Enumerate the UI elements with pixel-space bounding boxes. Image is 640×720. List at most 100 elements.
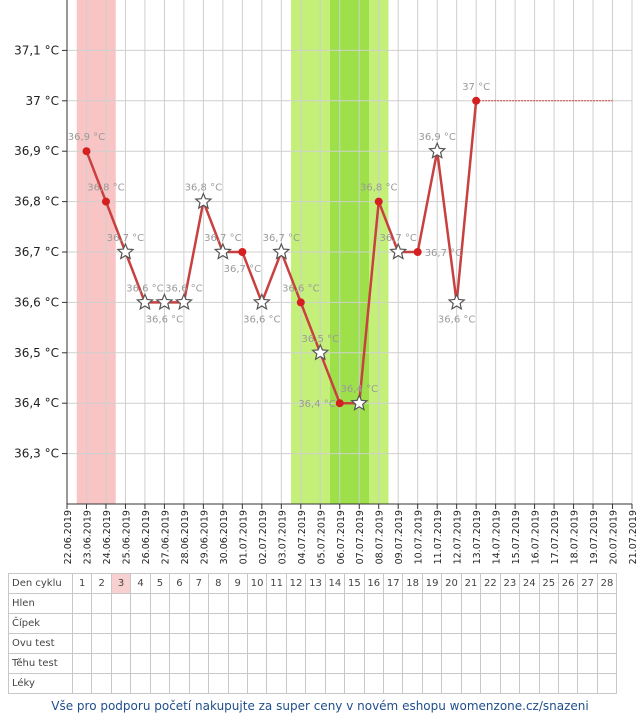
cycle-day-cell: 6 <box>169 573 190 594</box>
cycle-day-cell: 25 <box>538 573 559 594</box>
table-cell <box>305 673 326 694</box>
table-cell <box>460 593 482 614</box>
x-tick-label: 17.07.2019 <box>550 510 561 564</box>
table-cell <box>577 673 598 694</box>
table-cell <box>499 633 521 654</box>
table-row: Den cyklu 1 2 3 4 5 6 7 8 9 10 11 12 13 14 15 16 17 18 19 20… <box>8 573 618 594</box>
table-cell <box>557 653 579 674</box>
cycle-day-cell: 11 <box>266 573 287 594</box>
cycle-day-cell: 14 <box>324 573 346 594</box>
point-label: 36,6 °C <box>165 283 202 294</box>
cycle-day-cell: 13 <box>305 573 326 594</box>
point-label: 36,7 °C <box>263 233 300 244</box>
table-cell <box>169 673 190 694</box>
table-cell <box>71 653 93 674</box>
y-tick-label: 36,4 °C <box>14 396 59 410</box>
table-cell <box>596 593 618 614</box>
table-cell <box>519 593 540 614</box>
table-cell <box>130 653 151 674</box>
table-cell <box>246 673 268 694</box>
table-cell <box>402 633 423 654</box>
table-cell <box>110 593 132 614</box>
point-star-marker <box>135 292 155 311</box>
point-label: 36,4 °C <box>341 384 378 395</box>
table-cell <box>285 653 307 674</box>
x-tick-label: 07.07.2019 <box>355 510 366 564</box>
point-labels: 36,9 °C36,8 °C36,7 °C36,6 °C36,6 °C36,6 … <box>68 82 490 410</box>
table-cell <box>227 673 248 694</box>
table-cell <box>149 613 171 634</box>
table-cell <box>227 593 248 614</box>
table-cell <box>344 613 365 634</box>
promo-footer[interactable]: Vše pro podporu početí nakupujte za supe… <box>51 699 589 713</box>
table-cell <box>169 593 190 614</box>
table-cell <box>421 673 443 694</box>
table-cell <box>441 593 462 614</box>
table-cell <box>324 593 346 614</box>
point-dot-marker <box>374 197 383 206</box>
point-label: 36,5 °C <box>302 334 339 345</box>
table-cell <box>363 593 385 614</box>
x-tick-label: 06.07.2019 <box>336 510 347 564</box>
table-cell <box>441 613 462 634</box>
table-cell <box>538 633 559 654</box>
point-label: 36,9 °C <box>418 132 455 143</box>
cycle-day-cell: 27 <box>577 573 598 594</box>
x-tick-label: 28.06.2019 <box>180 510 191 564</box>
y-tick-label: 37 °C <box>26 94 59 108</box>
table-cell <box>441 653 462 674</box>
table-cell <box>382 653 404 674</box>
table-cell <box>499 593 521 614</box>
table-cell <box>538 673 559 694</box>
point-label: 36,7 °C <box>425 248 462 259</box>
x-tick-label: 26.06.2019 <box>141 510 152 564</box>
x-tick-label: 23.06.2019 <box>82 510 93 564</box>
point-dot-marker <box>335 399 344 408</box>
row-label: Ovu test <box>8 633 73 654</box>
table-cell <box>130 633 151 654</box>
y-tick-label: 37,1 °C <box>14 43 59 57</box>
table-cell <box>149 673 171 694</box>
table-cell <box>130 613 151 634</box>
point-dot-marker <box>238 248 247 256</box>
bbt-chart: 36,3 °C 36,4 °C 36,5 °C 36,6 °C 36,7 °C 36,8 … <box>14 0 639 564</box>
table-cell <box>480 653 501 674</box>
point-dot-marker <box>296 298 305 307</box>
point-star-marker <box>428 141 447 159</box>
table-cell <box>71 613 93 634</box>
table-cell <box>363 673 385 694</box>
table-cell <box>344 593 365 614</box>
cycle-day-cell: 8 <box>208 573 229 594</box>
table-cell <box>460 613 482 634</box>
table-cell <box>538 593 559 614</box>
table-cell <box>421 593 443 614</box>
table-cell <box>402 593 423 614</box>
table-cell <box>246 613 268 634</box>
table-row: Léky <box>8 673 618 694</box>
table-cell <box>188 653 210 674</box>
table-cell <box>169 633 190 654</box>
x-tick-label: 25.06.2019 <box>121 510 132 564</box>
y-tick-label: 36,8 °C <box>14 195 59 209</box>
y-tick-label: 36,7 °C <box>14 245 59 259</box>
point-label: 36,6 °C <box>438 314 475 325</box>
point-label: 36,6 °C <box>126 283 163 294</box>
table-cell <box>324 613 346 634</box>
table-cell <box>285 613 307 634</box>
point-label: 36,8 °C <box>360 183 397 194</box>
table-cell <box>130 673 151 694</box>
y-tick-label: 36,3 °C <box>14 447 59 461</box>
table-cell <box>480 633 501 654</box>
y-axis: 36,3 °C 36,4 °C 36,5 °C 36,6 °C 36,7 °C 36,8 … <box>14 0 68 504</box>
table-cell <box>71 673 93 694</box>
table-cell <box>227 633 248 654</box>
table-cell <box>169 653 190 674</box>
table-cell <box>130 593 151 614</box>
table-cell <box>480 593 501 614</box>
table-cell <box>285 673 307 694</box>
cycle-day-cell: 12 <box>285 573 307 594</box>
table-row: Těhu test <box>8 653 618 674</box>
point-star-marker <box>174 292 193 311</box>
table-cell <box>324 633 346 654</box>
table-cell <box>266 633 287 654</box>
